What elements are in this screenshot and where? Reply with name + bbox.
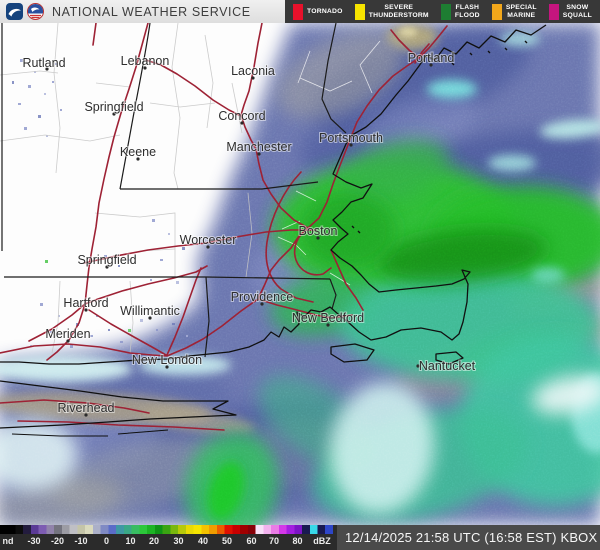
nws-logo-icon [27, 3, 44, 20]
warning-legend: TORNADO SEVERE THUNDERSTORM FLASH FLOOD SP… [285, 0, 600, 23]
severe-thunderstorm-swatch [354, 3, 365, 20]
city-labels: Rutland Lebanon Laconia Springfield Conc… [21, 50, 476, 416]
city-dots [45, 63, 433, 417]
i91 [46, 23, 149, 361]
i95-north [307, 25, 448, 229]
i395 [166, 267, 202, 356]
radar-map-area[interactable]: Rutland Lebanon Laconia Springfield Conc… [0, 23, 600, 525]
scale-label: -10 [74, 536, 88, 546]
i295-portland [414, 43, 430, 64]
radar-timestamp: 12/14/2025 21:58 UTC (16:58 EST) KBOX [345, 530, 598, 545]
city-label: Boston [299, 224, 338, 238]
city-label: New London [132, 353, 202, 367]
scale-label: nd [2, 536, 14, 546]
legend-item-flash-flood: FLASH FLOOD [440, 3, 480, 20]
montauk-hwy [17, 420, 225, 431]
scale-label: -20 [50, 536, 64, 546]
i89 [145, 59, 240, 116]
marthas-vineyard [330, 343, 375, 363]
city-label: Keene [120, 145, 156, 159]
city-label: Springfield [84, 100, 143, 114]
i95-south [0, 227, 309, 357]
legend-item-special-marine: SPECIAL MARINE [491, 3, 537, 20]
top-bar: NATIONAL WEATHER SERVICE TORNADO SEVERE T… [0, 0, 600, 23]
legend-item-tornado: TORNADO [293, 3, 343, 20]
scale-label: 80 [292, 536, 303, 546]
city-label: Concord [218, 109, 265, 123]
scale-label: 40 [197, 536, 208, 546]
city-label: Lebanon [121, 54, 170, 68]
bottom-bar: nd -30 -20 -10 0 10 20 30 40 50 60 70 80… [0, 525, 600, 550]
city-label: Portsmouth [319, 131, 383, 145]
city-label: Providence [231, 290, 294, 304]
tornado-swatch [293, 3, 303, 20]
state-borders [1, 23, 347, 358]
highways [0, 23, 448, 431]
i495 [265, 171, 314, 303]
city-label: Meriden [45, 327, 90, 341]
scale-label: 50 [221, 536, 232, 546]
city-label: Willimantic [120, 304, 180, 318]
legend-item-snow-squall: SNOW SQUALL [548, 3, 592, 20]
city-label: Worcester [180, 233, 237, 247]
scale-label: 0 [103, 536, 109, 546]
i84 [28, 265, 208, 342]
legend-item-severe-thunderstorm: SEVERE THUNDERSTORM [354, 3, 429, 20]
city-label: New Bedford [292, 311, 364, 325]
scale-unit-label: dBZ [313, 536, 331, 546]
long-island-expwy [0, 399, 150, 414]
city-label: Riverhead [58, 401, 115, 415]
i195 [257, 298, 353, 319]
scale-label: 70 [268, 536, 279, 546]
scale-label: 20 [148, 536, 159, 546]
flash-flood-swatch [440, 3, 451, 20]
nantucket-island [435, 351, 464, 365]
scale-label: 60 [246, 536, 257, 546]
radar-echoes [0, 23, 600, 525]
city-label: Hartford [63, 296, 108, 310]
timestamp-panel: 12/14/2025 21:58 UTC (16:58 EST) KBOX [337, 525, 600, 550]
us7-vt [92, 23, 97, 46]
nws-brand: NATIONAL WEATHER SERVICE [0, 3, 251, 20]
route2-ct [88, 309, 167, 356]
city-label: Portland [408, 51, 455, 65]
route128 [293, 227, 332, 276]
maine-turnpike [390, 29, 420, 59]
route3 [330, 249, 364, 311]
i93 [240, 23, 309, 229]
long-island [0, 380, 237, 429]
reflectivity-colorbar [0, 525, 333, 534]
scale-label: 10 [125, 536, 136, 546]
coastline [0, 24, 547, 437]
reflectivity-scale-labels: nd -30 -20 -10 0 10 20 30 40 50 60 70 80… [0, 535, 340, 549]
city-label: Rutland [22, 56, 65, 70]
scale-label: 30 [173, 536, 184, 546]
noaa-logo-icon [6, 3, 23, 20]
county-borders [0, 23, 253, 354]
snow-squall-swatch [548, 3, 559, 20]
radar-map: Rutland Lebanon Laconia Springfield Conc… [0, 23, 600, 525]
city-label: Nantucket [419, 359, 476, 373]
city-label: Springfield [77, 253, 136, 267]
li-barrier-islands [11, 429, 169, 437]
special-marine-swatch [491, 3, 502, 20]
scale-label: -30 [27, 536, 41, 546]
agency-title: NATIONAL WEATHER SERVICE [52, 4, 251, 19]
i90-mass-pike [83, 229, 317, 264]
city-label: Manchester [226, 140, 291, 154]
city-label: Laconia [231, 64, 275, 78]
